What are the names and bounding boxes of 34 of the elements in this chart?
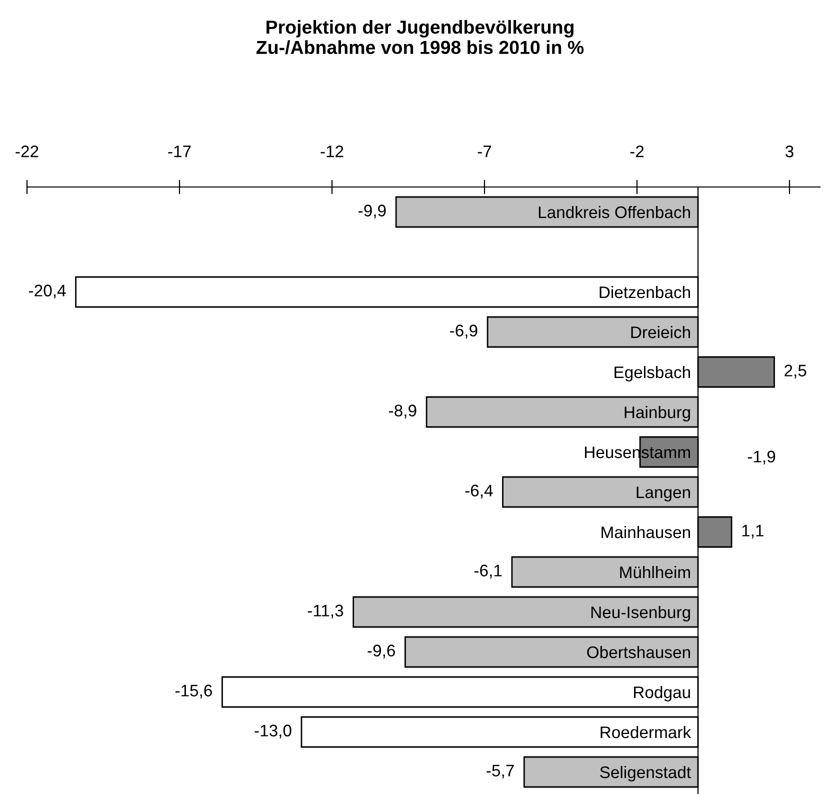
- y-tick-label: Dreieich: [631, 326, 690, 338]
- data-label: 1,1: [742, 524, 764, 538]
- chart-title: Projektion der Jugendbevölkerung Zu-/Abnahme von 1998 bis 2010 in %: [256, 20, 584, 54]
- y-tick-label: Neu-Isenburg: [591, 606, 690, 622]
- data-label: -11,3: [308, 604, 344, 618]
- data-label: -9,9: [358, 204, 386, 218]
- y-tick-label: Obertshausen: [587, 646, 690, 658]
- y-tick-label: Hainburg: [624, 406, 690, 422]
- y-tick-label: Mainhausen: [602, 526, 690, 538]
- y-tick-label: Seligenstadt: [600, 766, 691, 782]
- x-tick-label: -2: [630, 146, 644, 158]
- data-label: -6,1: [474, 564, 502, 578]
- x-tick-label: -7: [478, 146, 492, 158]
- x-tick-label: -12: [320, 146, 344, 158]
- y-tick-label: Roedermark: [600, 726, 692, 738]
- data-label: -15,6: [175, 684, 212, 698]
- y-tick-label: Landkreis Offenbach: [538, 206, 690, 218]
- y-tick-label: Rodgau: [634, 686, 690, 702]
- data-label: -1,9: [748, 450, 776, 464]
- data-label: -9,6: [368, 644, 395, 658]
- y-tick-label: Mühlheim: [620, 566, 690, 578]
- y-tick-label: Langen: [636, 486, 690, 502]
- data-label: -13,0: [254, 724, 292, 738]
- x-tick-label: -22: [16, 146, 38, 158]
- data-label: -5,7: [486, 764, 514, 778]
- data-label: -8,9: [389, 404, 416, 418]
- data-label: 2,5: [784, 364, 806, 378]
- x-tick-label: -17: [168, 146, 191, 158]
- data-label: -20,4: [29, 284, 66, 298]
- y-tick-label: Egelsbach: [614, 366, 690, 382]
- x-tick-label: 3: [786, 146, 794, 158]
- y-tick-label: Dietzenbach: [600, 286, 690, 298]
- data-label: -6,9: [450, 324, 478, 338]
- data-label: -6,4: [465, 484, 493, 498]
